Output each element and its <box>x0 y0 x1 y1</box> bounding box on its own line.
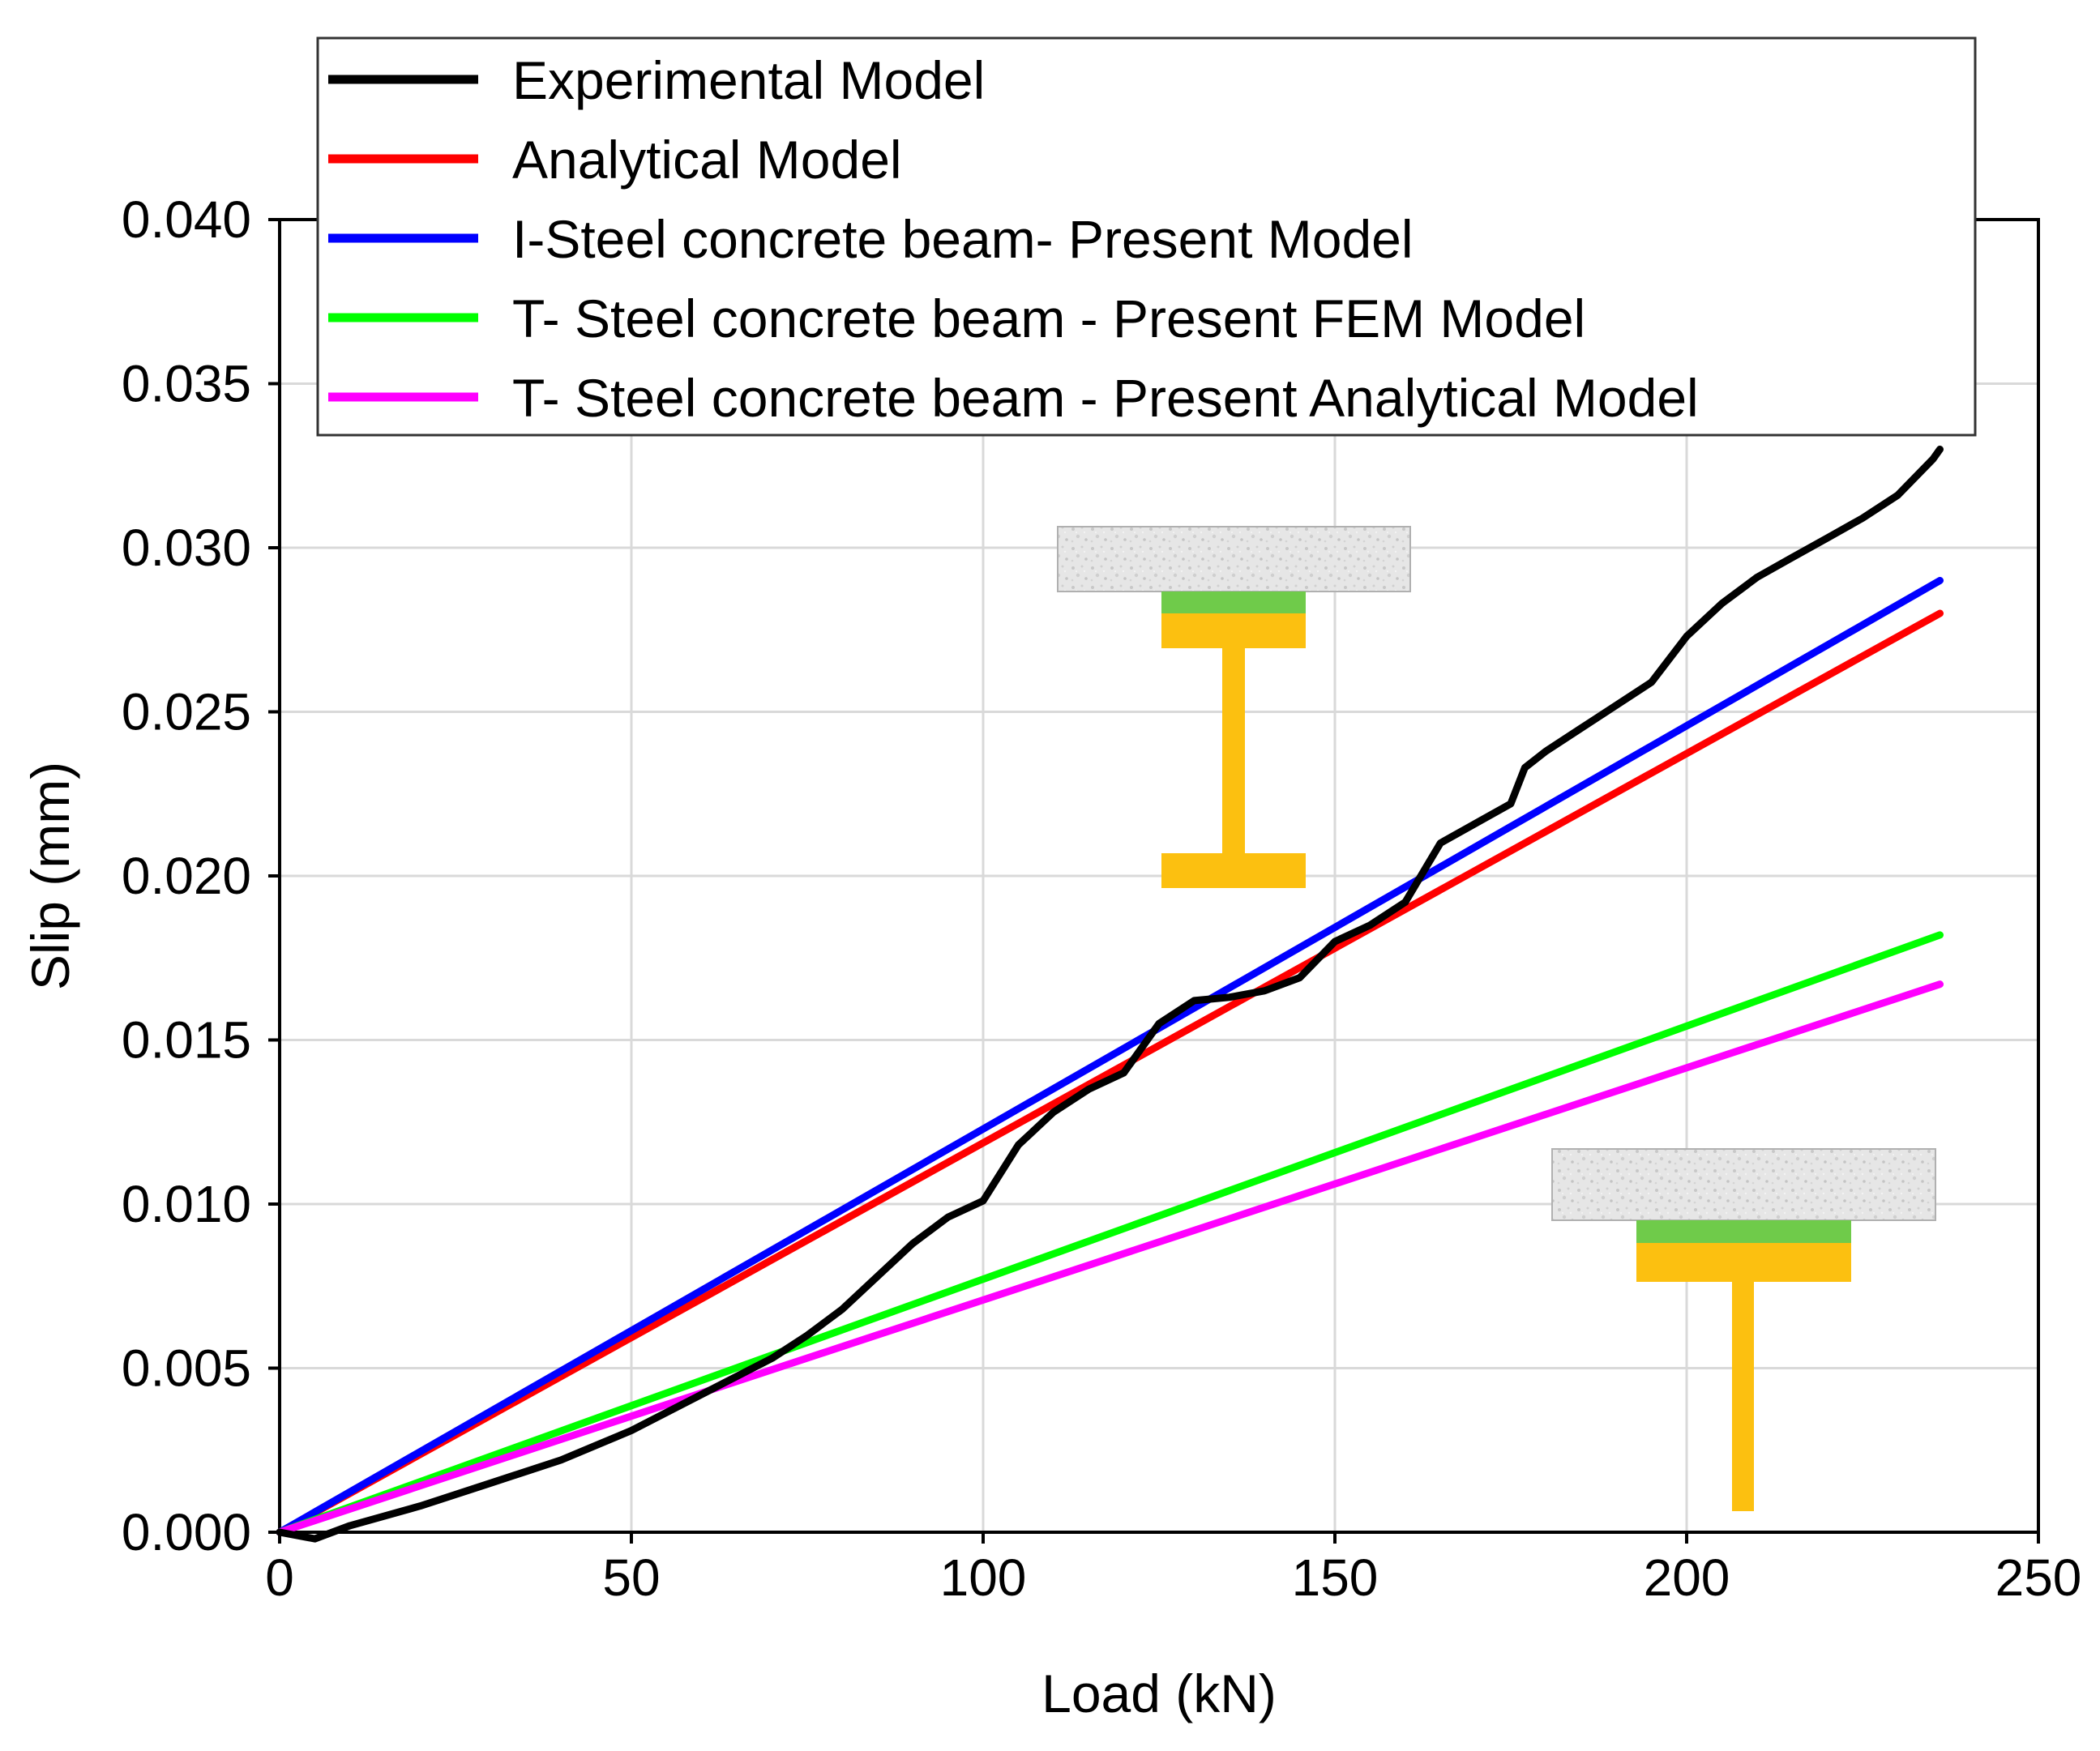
y-tick-label: 0.025 <box>122 683 251 741</box>
legend-box <box>316 36 1977 437</box>
i-beam-inset <box>1057 526 1411 888</box>
series-layer <box>276 446 1944 1543</box>
x-tick-label: 0 <box>265 1548 294 1607</box>
i-beam-top-flange <box>1161 613 1306 648</box>
x-tick-label: 250 <box>1995 1548 2082 1607</box>
y-tick-label: 0.005 <box>122 1339 251 1398</box>
series-line-i-steel-concrete-beam-present-model <box>276 577 1944 1536</box>
series-line-t-steel-concrete-beam-present-fem-model <box>276 931 1944 1536</box>
legend-label-analytical-model: Analytical Model <box>512 130 902 190</box>
y-axis-title: Slip (mm) <box>20 762 80 990</box>
x-tick-label: 200 <box>1644 1548 1730 1607</box>
t-beam-web <box>1732 1282 1754 1511</box>
i-beam-concrete-slab <box>1057 526 1411 592</box>
i-beam-web <box>1222 648 1245 853</box>
y-tick-label: 0.015 <box>122 1011 251 1070</box>
i-beam-bottom-flange <box>1161 853 1306 888</box>
series-line-experimental-model <box>276 446 1944 1543</box>
x-tick-label: 100 <box>940 1548 1027 1607</box>
legend-label-i-steel-concrete-beam-present-model: I-Steel concrete beam- Present Model <box>512 209 1414 269</box>
legend: Experimental Model Analytical Model I-Stee… <box>316 36 1977 437</box>
legend-label-t-steel-concrete-beam-present-analytical-model: T- Steel concrete beam - Present Analyti… <box>512 368 1699 428</box>
y-axis: 0.000 0.005 0.010 0.015 0.020 0.025 0.030 0.035… <box>122 190 280 1561</box>
t-beam-flange <box>1636 1243 1851 1282</box>
series-line-t-steel-concrete-beam-present-analytical-model <box>276 980 1944 1536</box>
x-axis: 0 50 100 150 200 250 <box>265 1532 2081 1607</box>
legend-label-t-steel-concrete-beam-present-fem-model: T- Steel concrete beam - Present FEM Mod… <box>512 288 1585 348</box>
y-tick-label: 0.030 <box>122 519 251 577</box>
y-tick-label: 0.035 <box>122 355 251 413</box>
legend-label-experimental-model: Experimental Model <box>512 50 985 110</box>
x-tick-label: 150 <box>1292 1548 1379 1607</box>
x-tick-label: 50 <box>602 1548 660 1607</box>
y-tick-label: 0.020 <box>122 847 251 905</box>
series-line-analytical-model <box>276 609 1944 1536</box>
y-tick-label: 0.010 <box>122 1175 251 1233</box>
x-axis-title: Load (kN) <box>1041 1663 1277 1723</box>
i-beam-connector <box>1161 591 1306 613</box>
t-beam-inset <box>1551 1148 1936 1511</box>
t-beam-concrete-slab <box>1551 1148 1936 1221</box>
legend-items: Experimental Model Analytical Model I-Stee… <box>328 50 1699 428</box>
y-tick-label: 0.000 <box>122 1503 251 1561</box>
y-tick-label: 0.040 <box>122 190 251 249</box>
t-beam-connector <box>1636 1220 1851 1243</box>
